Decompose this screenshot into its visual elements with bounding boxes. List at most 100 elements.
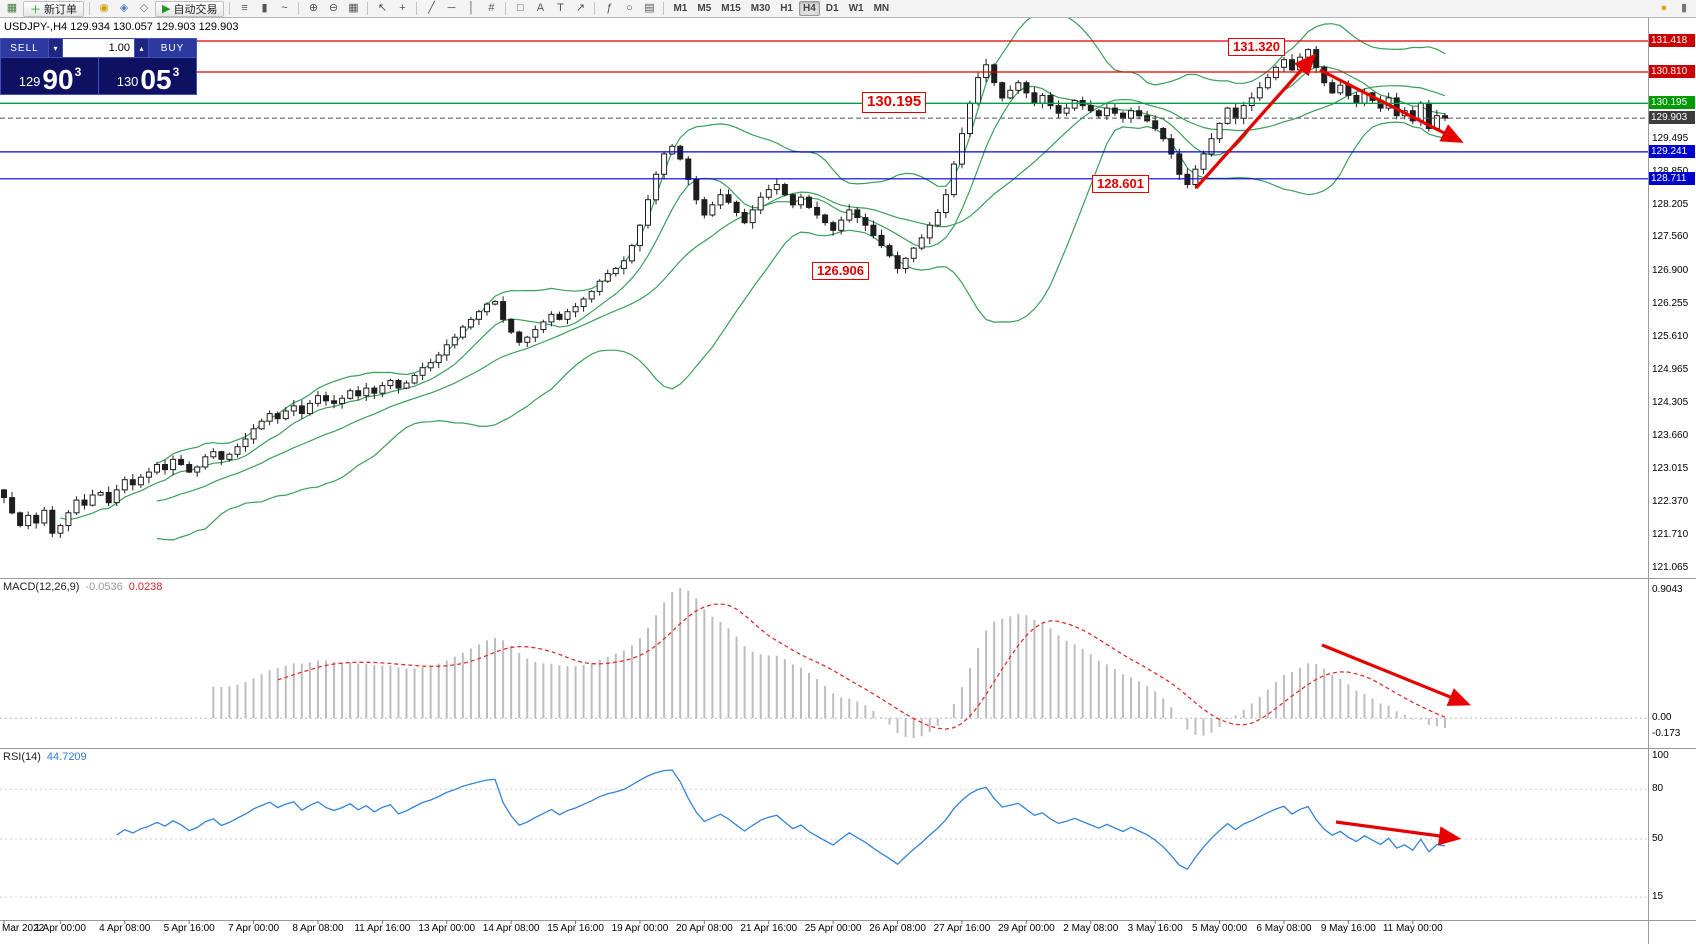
rsi-panel-separator[interactable] (0, 747, 1696, 751)
sell-price-button[interactable]: 129 90 3 (1, 58, 99, 94)
indicators-icon[interactable]: ƒ (606, 1, 613, 14)
time-axis-label: 15 Apr 16:00 (547, 923, 604, 934)
candlestick-chart-icon[interactable]: ▮ (261, 1, 268, 14)
buy-price-big: 05 (140, 64, 172, 95)
sell-price-big: 90 (42, 64, 74, 95)
time-axis-label: 5 May 00:00 (1192, 923, 1248, 934)
autotrade-button-label: 自动交易 (173, 3, 218, 16)
price-annotation-box[interactable]: 131.320 (1228, 38, 1285, 57)
macd-panel-separator[interactable] (0, 577, 1696, 581)
timeframe-w1-button[interactable]: W1 (848, 3, 864, 14)
time-axis-label: 2 May 08:00 (1063, 923, 1119, 934)
zoom-out-icon[interactable]: ⊖ (328, 1, 339, 14)
time-axis-label: 9 May 16:00 (1320, 923, 1376, 934)
account-icon[interactable]: ◉ (99, 1, 109, 14)
time-axis-label: Mar 2022 (2, 923, 45, 934)
macd-main-value: -0.0536 (85, 581, 123, 593)
macd-indicator-label: MACD(12,26,9) -0.0536 0.0238 (3, 581, 162, 593)
gold-coin-icon[interactable]: ● (1660, 1, 1668, 14)
price-annotation-box[interactable]: 130.195 (862, 92, 927, 113)
sell-price-prefix: 129 (18, 74, 41, 89)
toolbar-separator (229, 2, 231, 15)
buy-price-prefix: 130 (116, 74, 139, 89)
rsi-indicator-label: RSI(14) 44.7209 (3, 751, 87, 763)
timeframe-d1-button[interactable]: D1 (825, 3, 839, 14)
fibonacci-icon[interactable]: # (488, 1, 495, 14)
time-axis-label: 29 Apr 00:00 (997, 923, 1055, 934)
time-axis-label: 21 Apr 16:00 (740, 923, 798, 934)
volume-increase-button[interactable]: ▴ (134, 39, 149, 57)
time-axis-label: 13 Apr 00:00 (418, 923, 476, 934)
cursor-icon[interactable]: ↖ (377, 1, 388, 14)
autotrade-icon: ▶ (162, 3, 171, 15)
time-axis-label: 26 Apr 08:00 (869, 923, 926, 934)
price-annotation-box[interactable]: 128.601 (1092, 175, 1149, 194)
one-click-trading-panel: SELL ▾ ▴ BUY 129 90 3 130 05 3 (0, 38, 197, 95)
sell-button[interactable]: SELL (10, 42, 39, 54)
time-axis-label: 3 May 16:00 (1127, 923, 1183, 934)
toolbar-separator (505, 2, 507, 15)
buy-price-pipette: 3 (172, 65, 180, 79)
toolbar-separator (298, 2, 300, 15)
time-axis-label: 25 Apr 00:00 (804, 923, 862, 934)
sell-price-pipette: 3 (74, 65, 82, 79)
new-order-button[interactable]: ＋新订单 (23, 0, 84, 17)
shapes-icon[interactable]: □ (517, 1, 524, 14)
new-chart-icon[interactable]: ▦ (6, 1, 18, 14)
volume-decrease-button[interactable]: ▾ (48, 39, 63, 57)
trendline-icon[interactable]: ╱ (428, 1, 435, 14)
toolbar-separator (367, 2, 369, 15)
arrow-tool-icon[interactable]: ↗ (575, 1, 586, 14)
time-axis-label: 1 Apr 00:00 (34, 923, 86, 934)
buy-price-button[interactable]: 130 05 3 (99, 58, 196, 94)
buy-button[interactable]: BUY (160, 42, 185, 54)
text-icon[interactable]: A (536, 1, 545, 14)
volume-input[interactable] (63, 39, 134, 57)
horizontal-line-icon[interactable]: ─ (447, 1, 456, 14)
crosshair-icon[interactable]: + (399, 1, 406, 14)
time-axis-label: 20 Apr 08:00 (675, 923, 733, 934)
text-label-icon[interactable]: T (557, 1, 564, 14)
macd-name: MACD(12,26,9) (3, 581, 80, 593)
time-axis-label: 6 May 08:00 (1256, 923, 1312, 934)
periods-icon[interactable]: ○ (626, 1, 633, 14)
new-order-icon: ＋ (30, 3, 41, 16)
time-axis-label: 8 Apr 08:00 (292, 923, 344, 934)
price-annotation-box[interactable]: 126.906 (812, 262, 869, 281)
mini-candle-icon[interactable]: ▮ (1680, 1, 1688, 14)
autotrade-button[interactable]: ▶ 自动交易 (155, 0, 225, 17)
tile-windows-icon[interactable]: ▦ (348, 1, 359, 14)
time-axis-label: 4 Apr 08:00 (99, 923, 151, 934)
timeframe-m30-button[interactable]: M30 (750, 3, 771, 14)
chart-ohlc-header: USDJPY-,H4 129.934 130.057 129.903 129.9… (4, 21, 239, 33)
toolbar-separator (594, 2, 596, 15)
toolbar-separator (663, 2, 665, 15)
rsi-name: RSI(14) (3, 751, 41, 763)
time-axis-label: 27 Apr 16:00 (933, 923, 991, 934)
line-chart-icon[interactable]: ~ (281, 1, 288, 14)
toolbar-separator (89, 2, 90, 15)
bar-chart-icon[interactable]: ≡ (241, 1, 248, 14)
macd-signal-value: 0.0238 (128, 581, 163, 593)
time-axis-label: 5 Apr 16:00 (163, 923, 215, 934)
toolbar: ▦ ＋新订单 ◉ ◈ ◇ ▶ 自动交易 ≡ ▮ ~ ⊕ ⊖ ▦ ↖ + ╱ ─ │ # □ A T ↗ ƒ ○ ▤ M1 M5 M15 M… (0, 0, 1696, 18)
timeframe-h4-button[interactable]: H4 (798, 1, 820, 16)
timeframe-h1-button[interactable]: H1 (780, 3, 793, 14)
timeframe-m5-button[interactable]: M5 (697, 3, 712, 14)
rsi-value: 44.7209 (46, 751, 87, 763)
templates-icon[interactable]: ▤ (644, 1, 655, 14)
zoom-in-icon[interactable]: ⊕ (308, 1, 319, 14)
mail-icon[interactable]: ◇ (139, 1, 149, 14)
vertical-line-icon[interactable]: │ (468, 1, 475, 14)
time-axis-label: 11 May 00:00 (1382, 923, 1443, 934)
timeframe-m15-button[interactable]: M15 (721, 3, 741, 14)
time-axis-label: 14 Apr 08:00 (482, 923, 540, 934)
toolbar-separator (416, 2, 418, 15)
timeframe-mn-button[interactable]: MN (873, 3, 890, 14)
time-axis-label: 7 Apr 00:00 (227, 923, 280, 934)
new-order-button-label: 新订单 (44, 3, 77, 16)
alerts-icon[interactable]: ◈ (119, 1, 129, 14)
timeframe-m1-button[interactable]: M1 (673, 3, 688, 14)
time-axis-label: 11 Apr 16:00 (354, 923, 411, 934)
